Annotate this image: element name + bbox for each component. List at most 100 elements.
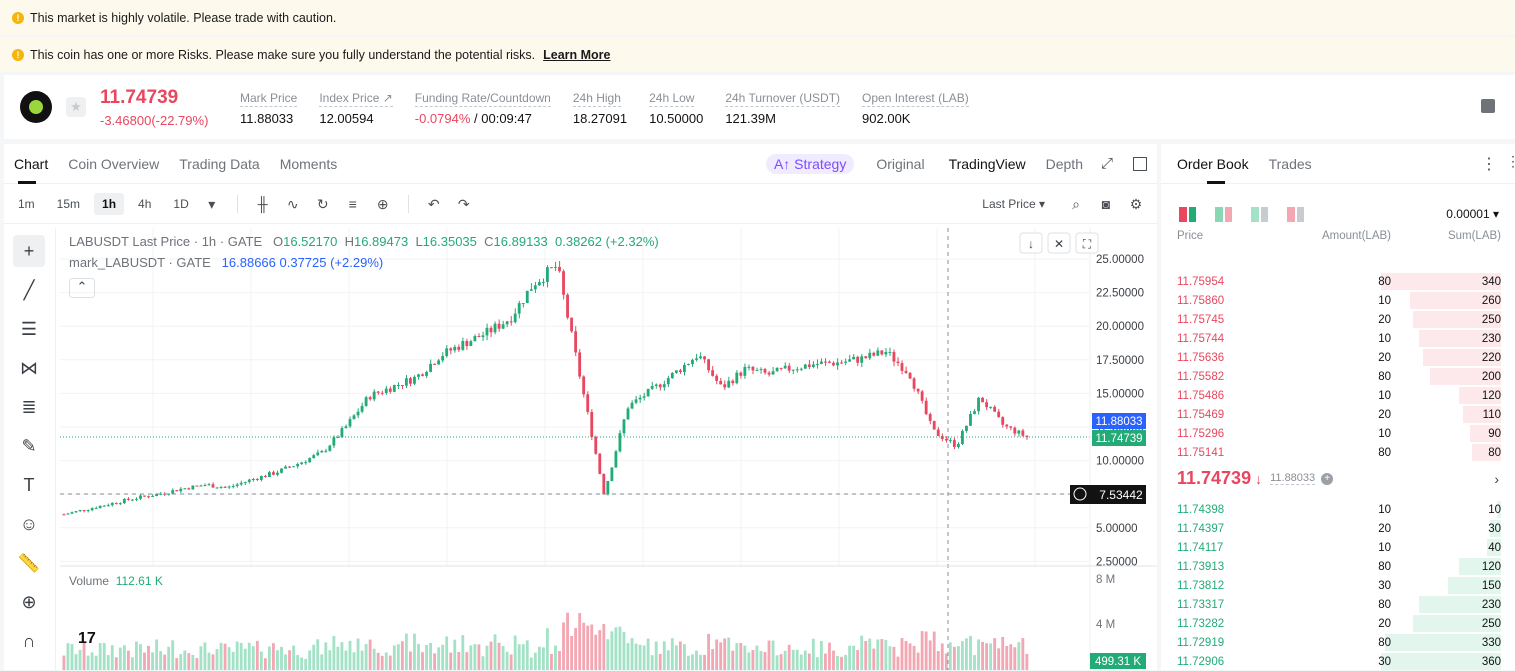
redo-icon[interactable]: ↷ [457, 195, 470, 212]
scroll-down-button[interactable] [1019, 232, 1043, 254]
magnet-icon[interactable]: ∩ [22, 630, 36, 651]
stat-index-price[interactable]: Index Price ↗ 12.00594 [319, 89, 414, 126]
volume-bar [259, 651, 263, 670]
bid-row[interactable]: 11.74117 10 40 [1161, 538, 1515, 557]
chevron-right-icon[interactable]: › [1494, 470, 1499, 487]
view-depth-icon[interactable] [1251, 206, 1268, 222]
ask-row[interactable]: 11.75582 80 200 [1161, 367, 1515, 386]
tab-trades[interactable]: Trades [1268, 155, 1312, 172]
view-both-icon[interactable] [1179, 206, 1196, 222]
bid-row[interactable]: 11.74397 20 30 [1161, 519, 1515, 538]
row-sum: 90 [1488, 427, 1501, 440]
zoom-icon[interactable]: ⊕ [21, 591, 37, 612]
volume-bar [771, 640, 775, 670]
bid-row[interactable]: 11.73812 30 150 [1161, 576, 1515, 595]
emoji-icon[interactable]: ☺ [19, 513, 39, 534]
bid-row[interactable]: 11.74398 10 10 [1161, 500, 1515, 519]
ask-row[interactable]: 11.75141 80 80 [1161, 443, 1515, 462]
tab-moments[interactable]: Moments [279, 155, 338, 172]
candle-type-icon[interactable]: ╫ [257, 195, 268, 212]
horizontal-lines-icon[interactable]: ☰ [20, 318, 38, 339]
trendline-icon[interactable]: ╱ [23, 279, 35, 300]
bid-row[interactable]: 11.72906 30 360 [1161, 652, 1515, 671]
plus-icon[interactable]: + [1321, 472, 1334, 485]
interval-1m[interactable]: 1m [18, 196, 35, 211]
stat-funding-rate: Funding Rate/Countdown -0.0794% / 00:09:… [414, 89, 573, 126]
fullscreen-button[interactable] [1075, 232, 1099, 254]
crosshair-tag-bg [1070, 485, 1146, 504]
add-alert-icon[interactable]: ⊕ [376, 195, 389, 212]
pattern-icon[interactable]: ⋈ [20, 357, 38, 378]
ask-row[interactable]: 11.75486 10 120 [1161, 386, 1515, 405]
view-depth[interactable]: Depth [1045, 155, 1083, 172]
interval-1d[interactable]: 1D [173, 196, 189, 211]
row-amount: 20 [1378, 313, 1391, 326]
price-source-select[interactable]: Last Price ▾ [982, 196, 1045, 211]
collapse-button[interactable] [1047, 232, 1071, 254]
row-sum: 220 [1481, 351, 1501, 364]
precision-select[interactable]: 0.00001 ▾ [1446, 207, 1499, 221]
gear-icon[interactable]: ⚙ [1129, 195, 1143, 212]
ask-row[interactable]: 11.75636 20 220 [1161, 348, 1515, 367]
crosshair-icon[interactable]: + [13, 235, 45, 267]
add-order-icon[interactable] [1073, 487, 1087, 501]
tab-order-book[interactable]: Order Book [1169, 144, 1257, 184]
view-tradingview[interactable]: TradingView [948, 155, 1026, 172]
interval-dropdown-icon[interactable]: ▾ [208, 195, 216, 212]
ask-row[interactable]: 11.75744 10 230 [1161, 329, 1515, 348]
fib-icon[interactable]: ≣ [21, 396, 37, 417]
candle [336, 436, 340, 438]
legend-collapse-button[interactable]: ⌃ [69, 278, 95, 298]
bid-row[interactable]: 11.73913 80 120 [1161, 557, 1515, 576]
candle [1021, 430, 1025, 436]
undo-icon[interactable]: ↶ [427, 195, 440, 212]
camera-icon[interactable]: ◙ [1101, 195, 1111, 212]
candle [396, 385, 400, 387]
row-amount: 80 [1378, 598, 1391, 611]
interval-4h[interactable]: 4h [138, 196, 152, 211]
view-asks-icon[interactable] [1287, 206, 1304, 222]
volume-bar [433, 653, 437, 670]
interval-15m[interactable]: 15m [56, 196, 81, 211]
ruler-icon[interactable]: 📏 [17, 552, 41, 573]
book-icon[interactable] [1481, 99, 1495, 113]
ask-row[interactable]: 11.75954 80 340 [1161, 272, 1515, 291]
learn-more-link[interactable]: Learn More [543, 47, 611, 62]
tab-trading-data[interactable]: Trading Data [179, 155, 260, 172]
view-bids-icon[interactable] [1215, 206, 1232, 222]
text-tool-icon[interactable]: T [23, 474, 35, 495]
tradingview-logo[interactable]: 17 [78, 630, 96, 647]
interval-1h[interactable]: 1h [94, 192, 125, 215]
candle [916, 388, 920, 392]
tab-chart[interactable]: Chart [4, 144, 58, 184]
row-sum: 360 [1481, 655, 1501, 668]
favorite-star-icon[interactable]: ★ [66, 97, 86, 117]
strategy-button[interactable]: A↑ Strategy [765, 153, 855, 174]
window-icon[interactable] [1133, 156, 1147, 171]
expand-icon[interactable]: ⤢ [1100, 155, 1113, 172]
ask-row[interactable]: 11.75469 20 110 [1161, 405, 1515, 424]
refresh-icon[interactable]: ↻ [316, 195, 329, 212]
side-handle-icon[interactable]: ⋮ [1506, 153, 1515, 169]
depth-bar [1385, 634, 1501, 651]
volume-bar [819, 640, 823, 670]
tradingview-chart[interactable]: 25.00000 22.50000 20.00000 17.50000 15.00000… [60, 228, 1157, 670]
ask-row[interactable]: 11.75860 10 260 [1161, 291, 1515, 310]
bid-row[interactable]: 11.73317 80 230 [1161, 595, 1515, 614]
candle [517, 303, 521, 314]
ask-row[interactable]: 11.75745 20 250 [1161, 310, 1515, 329]
ask-row[interactable]: 11.75296 10 90 [1161, 424, 1515, 443]
indicators-icon[interactable]: ∿ [286, 195, 299, 212]
candle [844, 361, 847, 363]
view-original[interactable]: Original [876, 155, 925, 172]
volume-bar [723, 638, 727, 670]
more-icon[interactable]: ⋮ [1481, 155, 1497, 173]
tab-coin-overview[interactable]: Coin Overview [68, 155, 160, 172]
volume-bar [288, 650, 291, 670]
brush-icon[interactable]: ✎ [21, 435, 37, 456]
template-icon[interactable]: ≡ [348, 195, 357, 212]
bid-row[interactable]: 11.72919 80 330 [1161, 633, 1515, 652]
volume-bar [848, 645, 852, 670]
search-icon[interactable]: ⌕ [1072, 195, 1080, 212]
bid-row[interactable]: 11.73282 20 250 [1161, 614, 1515, 633]
